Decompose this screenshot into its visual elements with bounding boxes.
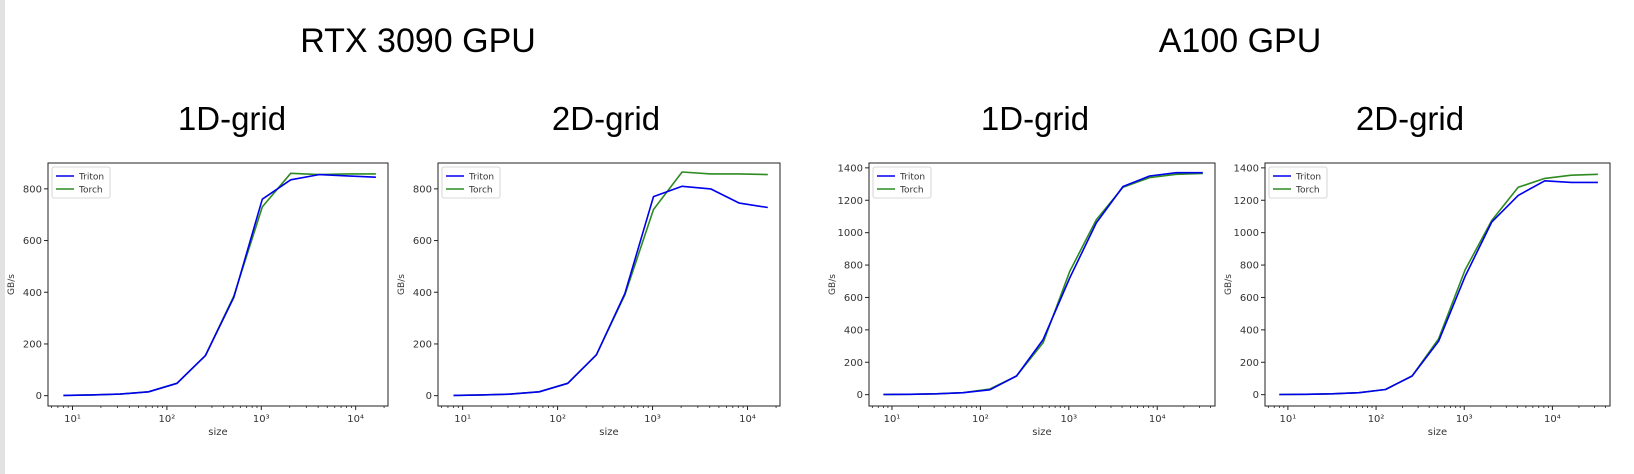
y-tick-label: 200 [413,339,432,350]
chart-a100-1d: 0 200 400 600 800 1000 1200 1400 10¹ 10² 10³ 10⁴ siz… [828,162,1216,438]
y-tick-label: 200 [23,339,42,350]
y-tick-label: 800 [1240,261,1259,272]
series-line-torch [883,172,1203,396]
y-tick-label: 600 [413,236,432,247]
y-tick-label: 800 [23,184,42,195]
legend-label-torch: Torch [78,186,103,196]
legend-box [872,166,932,199]
series-line-triton [453,185,768,397]
legend: Triton Torch [872,166,932,199]
x-tick-label: 10³ [1060,414,1077,425]
chart-title-a100-2d: 2D-grid [1355,100,1465,137]
x-axis-label: size [1428,427,1447,438]
x-tick-label: 10¹ [1280,414,1297,425]
chart-title-a100-1d: 1D-grid [980,100,1090,137]
chart-title-rtx3090-1d: 1D-grid [177,100,287,137]
series-line-torch [1279,173,1598,396]
x-tick-label: 10² [972,414,989,425]
y-tick-label: 0 [36,391,42,402]
legend-box [1268,166,1328,199]
y-tick-label: 600 [1240,293,1259,304]
series-line-triton [1279,179,1598,396]
chart-title-rtx3090-2d: 2D-grid [551,100,661,137]
y-tick-label: 200 [844,358,863,369]
legend-label-triton: Triton [468,173,494,183]
y-tick-label: 0 [1253,390,1259,401]
x-tick-label: 10⁴ [739,414,756,425]
y-tick-label: 400 [844,325,863,336]
x-tick-label: 10² [159,414,176,425]
y-tick-label: 400 [1240,325,1259,336]
y-axis-label: GB/s [397,274,407,295]
y-axis-label: GB/s [1224,274,1234,295]
x-axis-label: size [599,427,618,438]
x-axis-label: size [208,427,227,438]
x-tick-label: 10³ [1456,414,1473,425]
x-tick-label: 10¹ [884,414,901,425]
plot-frame [1264,162,1611,407]
plot-frame [437,162,781,407]
y-tick-label: 800 [844,261,863,272]
legend-label-torch: Torch [468,186,493,196]
plot-frame [47,162,389,407]
legend-label-torch: Torch [899,186,924,196]
gpu-title-rtx3090: RTX 3090 GPU [300,22,536,60]
x-tick-label: 10² [549,414,566,425]
legend: Triton Torch [1268,166,1328,199]
plot-frame [868,162,1216,407]
legend-label-triton: Triton [78,173,104,183]
legend: Triton Torch [441,166,501,199]
y-tick-label: 1400 [1234,163,1259,174]
chart-a100-2d: 0 200 400 600 800 1000 1200 1400 10¹ 10² 10³ 10⁴ siz… [1224,162,1611,438]
y-tick-label: 600 [23,236,42,247]
y-tick-label: 400 [23,288,42,299]
x-tick-label: 10⁴ [1149,414,1166,425]
y-tick-label: 800 [413,184,432,195]
y-tick-label: 1000 [1234,228,1259,239]
x-tick-label: 10⁴ [1544,414,1561,425]
legend-label-torch: Torch [1295,186,1320,196]
x-tick-label: 10³ [253,414,270,425]
y-tick-label: 600 [844,293,863,304]
y-tick-label: 1000 [838,228,863,239]
y-axis-label: GB/s [7,274,17,295]
legend-box [441,166,501,199]
series-line-torch [63,172,376,397]
y-tick-label: 1400 [838,163,863,174]
y-tick-label: 1200 [1234,196,1259,207]
y-tick-label: 400 [413,288,432,299]
legend-label-triton: Triton [1295,173,1321,183]
y-tick-label: 0 [857,390,863,401]
legend-box [51,166,111,199]
legend: Triton Torch [51,166,111,199]
left-edge-bar [0,0,5,474]
x-tick-label: 10² [1368,414,1385,425]
series-line-triton [883,171,1203,396]
gpu-title-a100: A100 GPU [1158,22,1322,60]
y-axis-label: GB/s [828,274,838,295]
y-tick-label: 200 [1240,358,1259,369]
x-axis-label: size [1032,427,1051,438]
series-line-triton [63,173,376,397]
y-tick-label: 0 [426,391,432,402]
x-tick-label: 10⁴ [347,414,364,425]
y-tick-label: 1200 [838,196,863,207]
series-line-torch [453,171,768,397]
x-tick-label: 10¹ [64,414,81,425]
legend-label-triton: Triton [899,173,925,183]
x-tick-label: 10³ [644,414,661,425]
x-tick-label: 10¹ [454,414,471,425]
